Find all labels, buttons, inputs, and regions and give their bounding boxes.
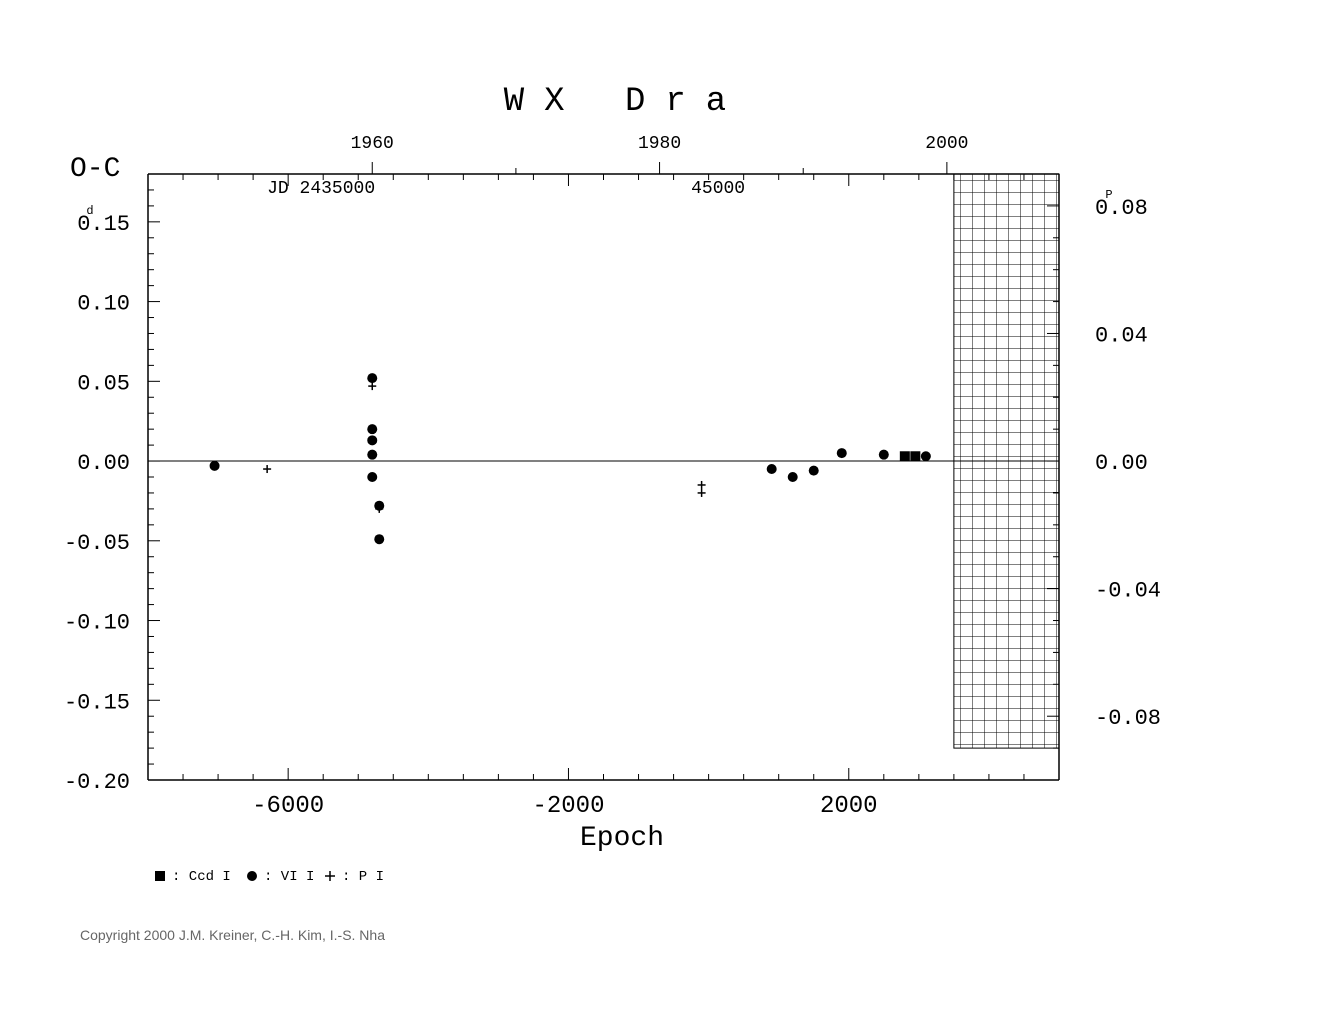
hatched-region (954, 174, 1059, 748)
data-point-circle (809, 466, 819, 476)
svg-text:d: d (86, 204, 93, 218)
y-tick-label-right: 0.04 (1095, 323, 1148, 348)
data-point-circle (367, 435, 377, 445)
legend-square-icon (155, 871, 165, 881)
data-point-circle (374, 534, 384, 544)
x-axis-label: Epoch (580, 823, 664, 854)
data-point-circle (367, 373, 377, 383)
jd-label: JD 2435000 (267, 179, 375, 199)
data-point-circle (367, 472, 377, 482)
data-point-circle (788, 472, 798, 482)
data-point-circle (210, 461, 220, 471)
oc-chart: WX Dra -6000 -2000 2000 Epoch 1960 1980 2000 JD … (0, 0, 1325, 1020)
y-tick-label-left: -0.20 (64, 770, 130, 795)
jd-label: 45000 (691, 179, 745, 199)
y-tick-label-left: -0.15 (64, 690, 130, 715)
data-point-circle (367, 450, 377, 460)
y-tick-label-right: -0.04 (1095, 579, 1161, 604)
year-tick-label: 1980 (638, 134, 681, 154)
y-tick-label-right: 0.00 (1095, 451, 1148, 476)
data-point-circle (879, 450, 889, 460)
x-tick-label: 2000 (820, 793, 878, 820)
data-point-circle (767, 464, 777, 474)
y-tick-label-left: -0.10 (64, 611, 130, 636)
x-tick-label: -2000 (532, 793, 604, 820)
y-tick-label-left: 0.10 (77, 292, 130, 317)
copyright-text: Copyright 2000 J.M. Kreiner, C.-H. Kim, … (80, 927, 385, 943)
legend-label: : VI I (264, 869, 314, 885)
x-tick-label: -6000 (252, 793, 324, 820)
y-tick-label-left: 0.00 (77, 451, 130, 476)
data-point-circle (367, 424, 377, 434)
svg-text:0.08: 0.08 (1095, 196, 1148, 221)
y-axis-left-label: O-C (70, 154, 120, 185)
data-point-square (910, 451, 920, 461)
svg-text:0.15: 0.15 (77, 212, 130, 237)
data-point-circle (921, 451, 931, 461)
legend-circle-icon (247, 871, 257, 881)
y-tick-label-left: 0.05 (77, 371, 130, 396)
y-tick-label-left: -0.05 (64, 531, 130, 556)
svg-text:P: P (1105, 188, 1112, 202)
legend-label: : P I (342, 869, 384, 885)
chart-title: WX Dra (504, 83, 746, 121)
legend-label: : Ccd I (172, 869, 231, 885)
data-point-circle (837, 448, 847, 458)
year-tick-label: 1960 (351, 134, 394, 154)
data-point-square (900, 451, 910, 461)
y-tick-label-right: -0.08 (1095, 706, 1161, 731)
year-tick-label: 2000 (925, 134, 968, 154)
